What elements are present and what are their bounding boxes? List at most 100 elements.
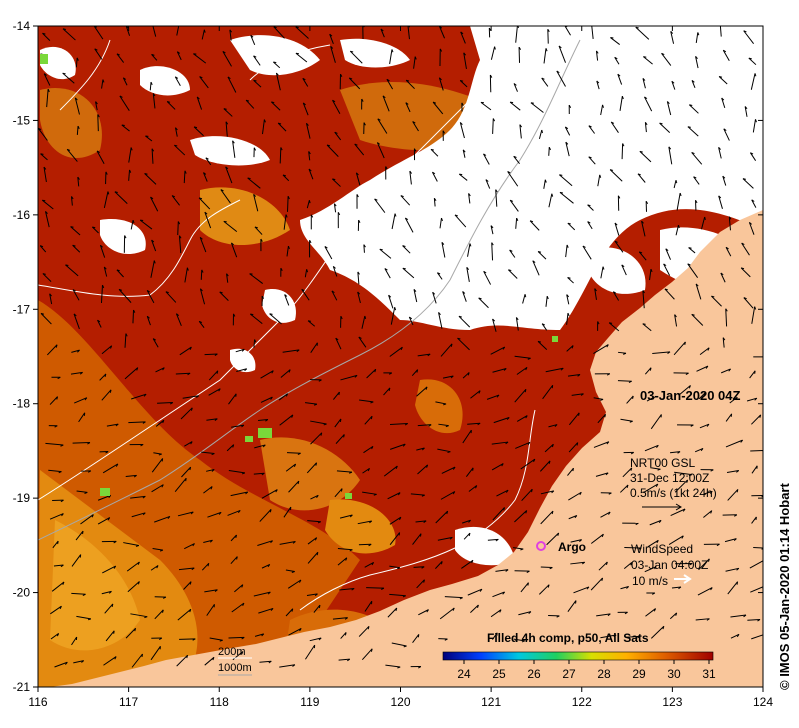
current-vector [247, 177, 261, 189]
current-vector [226, 444, 235, 452]
current-vector [154, 609, 164, 620]
current-vector [546, 532, 560, 546]
current-vector-head [317, 521, 321, 524]
current-vector-head [551, 510, 554, 515]
current-vector [357, 291, 361, 304]
current-vector [308, 151, 311, 161]
current-vector-head [608, 492, 612, 495]
current-vector-head [642, 78, 646, 81]
current-vector [103, 191, 109, 209]
current-vector [649, 519, 662, 526]
current-vector-head [76, 57, 79, 61]
current-vector [340, 374, 358, 381]
current-vector [278, 393, 288, 401]
current-vector-head [261, 633, 265, 637]
current-vector-head [144, 616, 148, 619]
current-vector [203, 539, 213, 544]
current-vector [670, 451, 681, 454]
current-vector-head [225, 121, 229, 125]
current-vector [691, 152, 703, 165]
argo-label: Argo [558, 540, 586, 554]
current-vector [50, 633, 59, 640]
current-vector-head [162, 596, 167, 599]
current-vector-head [449, 536, 453, 540]
current-vector [232, 140, 236, 158]
current-vector-head [679, 192, 682, 197]
current-vector [204, 589, 218, 593]
current-vector-head [60, 499, 64, 503]
current-vector-head [718, 195, 722, 199]
current-vector [204, 353, 218, 356]
current-vector-head [214, 353, 218, 356]
current-vector [49, 513, 64, 520]
current-vector-head [642, 323, 646, 325]
current-vector [701, 216, 706, 230]
current-vector-head [199, 76, 203, 79]
current-vector [154, 515, 171, 523]
current-vector-head [469, 243, 472, 247]
current-vector-head [439, 77, 442, 81]
current-vector-head [628, 380, 632, 383]
current-vector-head [151, 239, 155, 243]
current-vector [650, 467, 661, 470]
current-vector [417, 464, 428, 475]
current-vector-head [548, 146, 551, 151]
current-vector [201, 29, 205, 40]
current-vector [389, 422, 408, 425]
current-vector-head [447, 451, 451, 454]
current-vector-head [728, 368, 731, 372]
current-vector-head [337, 212, 341, 216]
current-vector-head [229, 29, 233, 33]
current-vector-head [402, 267, 406, 270]
current-vector-head [344, 632, 347, 636]
current-vector-head [299, 579, 302, 583]
current-vector-head [736, 470, 740, 473]
current-vector [545, 296, 548, 307]
current-vector-head [204, 211, 208, 215]
current-vector-head [416, 369, 419, 373]
current-vector-head [295, 26, 299, 29]
current-vector-head [439, 26, 443, 29]
current-vector [570, 561, 585, 565]
current-vector [124, 367, 139, 380]
current-vector [673, 180, 677, 189]
current-vector [509, 249, 516, 258]
current-vector [201, 562, 210, 571]
current-vector-head [371, 562, 375, 566]
current-vector-head [254, 226, 258, 229]
current-vector [279, 664, 295, 668]
current-vector-head [65, 264, 69, 266]
current-vector-head [697, 32, 700, 36]
current-vector [78, 412, 86, 423]
current-vector-head [709, 491, 713, 494]
current-vector [418, 609, 429, 616]
current-vector [515, 218, 518, 229]
current-vector [508, 269, 518, 279]
current-vector [490, 609, 502, 618]
land-mass [50, 210, 763, 687]
current-vector-head [161, 484, 164, 488]
current-vector [334, 488, 343, 498]
current-vector [128, 421, 146, 424]
current-vector-head [278, 122, 282, 125]
current-vector [621, 143, 624, 160]
current-vector [175, 372, 191, 375]
current-vector-head [162, 420, 165, 424]
current-vector-head [526, 570, 530, 573]
current-vector-head [606, 373, 611, 376]
current-vector-head [581, 561, 586, 565]
current-vector-head [361, 98, 364, 102]
current-vector [548, 147, 550, 156]
current-vector [199, 237, 207, 253]
bathymetry-key: 200m 1000m [218, 646, 252, 676]
current-vector-head [373, 493, 377, 496]
current-vector [76, 615, 91, 620]
current-vector [282, 349, 300, 353]
current-vector [220, 189, 231, 204]
current-vector-head [162, 609, 164, 613]
current-vector [40, 313, 52, 325]
current-vector-head [682, 508, 686, 512]
current-vector-head [261, 295, 265, 299]
current-vector [665, 248, 671, 260]
current-vector-head [179, 235, 182, 239]
